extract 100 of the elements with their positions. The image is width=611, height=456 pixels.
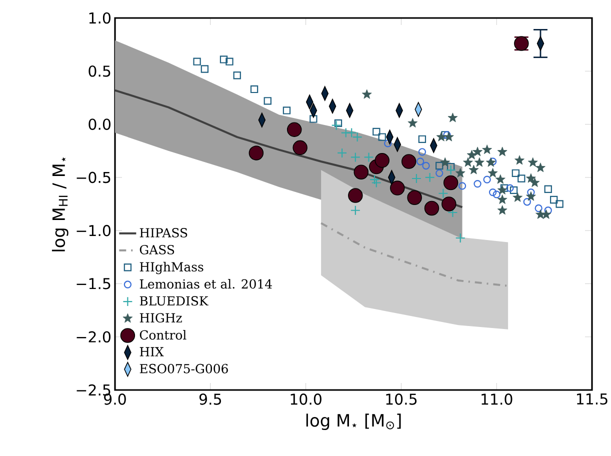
y-tick-label: −0.5 (76, 172, 110, 184)
point (440, 157, 450, 167)
point (486, 157, 496, 167)
point (472, 146, 482, 156)
point (220, 56, 228, 64)
point (500, 184, 508, 192)
point (226, 58, 234, 66)
x-tick-label: 10.0 (290, 394, 322, 405)
point (506, 184, 514, 192)
point (455, 168, 466, 178)
x-tick-label: 9.0 (104, 394, 126, 405)
point (408, 118, 418, 128)
point (390, 180, 405, 196)
point (528, 157, 538, 167)
point (455, 232, 466, 244)
y-tick-label: 0.5 (88, 65, 110, 77)
point (233, 72, 241, 80)
point (418, 148, 426, 156)
point (443, 175, 458, 190)
point (482, 144, 492, 154)
point (497, 205, 508, 215)
point (364, 152, 374, 162)
point (466, 150, 477, 160)
point (416, 158, 424, 166)
point (401, 154, 416, 169)
point (544, 185, 552, 193)
point (512, 169, 520, 178)
point (354, 164, 369, 180)
point (448, 112, 458, 122)
y-tick-label: −1.5 (76, 278, 110, 290)
point (444, 132, 454, 142)
point (446, 164, 456, 176)
y-tick-label: −2.5 (76, 384, 110, 396)
point (250, 85, 258, 94)
point (264, 97, 272, 105)
point (536, 162, 546, 172)
point (510, 186, 518, 194)
point (550, 196, 558, 204)
legend-label: GASS (140, 244, 174, 254)
point (436, 162, 444, 170)
point (407, 190, 422, 205)
point (282, 106, 291, 114)
point (541, 209, 552, 219)
point (369, 174, 380, 185)
point (411, 173, 422, 184)
point (438, 188, 448, 198)
point (474, 180, 482, 188)
x-tick-label: 11.5 (577, 394, 608, 405)
point (350, 152, 360, 162)
point (488, 168, 498, 178)
legend-label: HIghMass (140, 262, 204, 274)
x-axis-title: log M$_{⋆}$ [M$_{⊙}$] (306, 414, 401, 430)
y-tick-label: −2.0 (76, 331, 110, 343)
point (474, 157, 484, 167)
line-series (115, 89, 464, 208)
point (248, 146, 264, 160)
legend-label: HIPASS (140, 228, 188, 238)
point (463, 157, 473, 167)
x-tick-label: 10.5 (386, 394, 417, 405)
legend-label: Lemonias et al. 2014 (140, 279, 272, 289)
x-tick-label: 9.5 (199, 394, 221, 405)
point (483, 176, 491, 184)
legend-label: HIX (140, 347, 164, 356)
point (424, 172, 435, 182)
point (458, 182, 466, 190)
legend-label: Control (140, 330, 186, 340)
point (544, 206, 552, 214)
point (556, 200, 564, 208)
point (331, 120, 342, 130)
point (442, 196, 456, 212)
point (488, 158, 497, 166)
y-axis-title: log M$_{HI}$ / M$_{⋆}$ (52, 157, 68, 252)
legend-label: ESO075-G006 (140, 364, 228, 374)
point (436, 169, 444, 178)
y-tick-label: 0.0 (88, 118, 110, 130)
point (495, 174, 506, 184)
x-tick-label: 11.0 (482, 394, 512, 405)
point (371, 178, 382, 188)
point (378, 133, 386, 141)
y-tick-label: 1.0 (89, 12, 110, 24)
point (530, 178, 540, 187)
point (424, 200, 440, 216)
legend-label: BLUEDISK (140, 296, 208, 306)
point (372, 128, 380, 136)
point (337, 148, 348, 158)
point (286, 122, 302, 137)
point (468, 164, 479, 174)
point (350, 205, 360, 216)
point (534, 204, 542, 212)
point (362, 89, 372, 99)
point (334, 119, 342, 128)
legend-label: HIGHz (140, 313, 182, 323)
point (523, 198, 531, 206)
point (310, 115, 318, 123)
point (497, 194, 508, 204)
point (526, 191, 536, 201)
point (492, 190, 500, 198)
y-tick-label: −1.0 (76, 224, 110, 236)
point (200, 65, 209, 73)
point (497, 185, 508, 194)
